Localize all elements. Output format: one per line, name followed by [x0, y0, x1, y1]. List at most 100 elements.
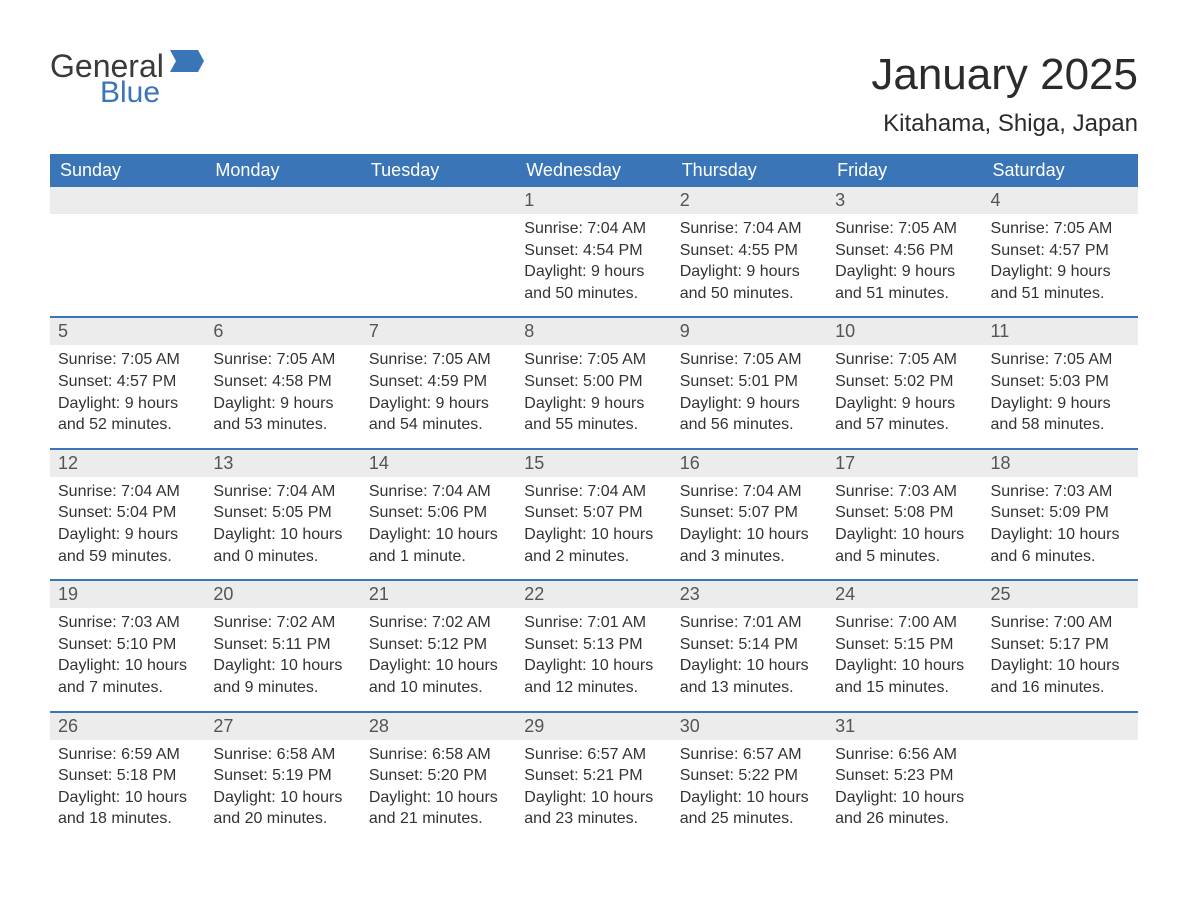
day-sunrise: Sunrise: 7:04 AM: [524, 481, 663, 503]
day-number: 30: [672, 713, 827, 740]
day-sunset: Sunset: 4:59 PM: [369, 371, 508, 393]
day-dl1: Daylight: 9 hours: [680, 393, 819, 415]
day-dl2: and 26 minutes.: [835, 808, 974, 830]
day-number: 31: [827, 713, 982, 740]
day-data: Sunrise: 6:57 AMSunset: 5:21 PMDaylight:…: [516, 740, 671, 842]
day-number: 5: [50, 318, 205, 345]
day-sunrise: Sunrise: 7:03 AM: [991, 481, 1130, 503]
day-number: 14: [361, 450, 516, 477]
day-dl1: Daylight: 10 hours: [524, 524, 663, 546]
day-sunrise: Sunrise: 7:03 AM: [835, 481, 974, 503]
day-sunset: Sunset: 4:56 PM: [835, 240, 974, 262]
day-number: [361, 187, 516, 214]
day-dl2: and 12 minutes.: [524, 677, 663, 699]
day-data: Sunrise: 7:04 AMSunset: 5:07 PMDaylight:…: [672, 477, 827, 579]
day-dl2: and 54 minutes.: [369, 414, 508, 436]
day-dl1: Daylight: 9 hours: [991, 261, 1130, 283]
day-dl1: Daylight: 10 hours: [524, 787, 663, 809]
day-dl2: and 13 minutes.: [680, 677, 819, 699]
day-number: 18: [983, 450, 1138, 477]
day-dl2: and 58 minutes.: [991, 414, 1130, 436]
day-sunset: Sunset: 5:19 PM: [213, 765, 352, 787]
day-number: 21: [361, 581, 516, 608]
calendar-cell: 29Sunrise: 6:57 AMSunset: 5:21 PMDayligh…: [516, 713, 671, 842]
day-dl1: Daylight: 10 hours: [58, 787, 197, 809]
day-dl2: and 51 minutes.: [991, 283, 1130, 305]
day-sunset: Sunset: 5:18 PM: [58, 765, 197, 787]
day-sunset: Sunset: 5:15 PM: [835, 634, 974, 656]
calendar-cell: 6Sunrise: 7:05 AMSunset: 4:58 PMDaylight…: [205, 318, 360, 447]
day-number: 7: [361, 318, 516, 345]
day-dl2: and 50 minutes.: [524, 283, 663, 305]
day-sunrise: Sunrise: 7:05 AM: [991, 218, 1130, 240]
day-sunset: Sunset: 4:54 PM: [524, 240, 663, 262]
day-sunset: Sunset: 5:23 PM: [835, 765, 974, 787]
calendar-cell: [50, 187, 205, 316]
day-dl1: Daylight: 9 hours: [680, 261, 819, 283]
day-number: 28: [361, 713, 516, 740]
calendar-week: 5Sunrise: 7:05 AMSunset: 4:57 PMDaylight…: [50, 316, 1138, 447]
day-sunrise: Sunrise: 7:04 AM: [58, 481, 197, 503]
day-data: Sunrise: 7:05 AMSunset: 4:56 PMDaylight:…: [827, 214, 982, 316]
calendar-cell: 28Sunrise: 6:58 AMSunset: 5:20 PMDayligh…: [361, 713, 516, 842]
day-dl2: and 9 minutes.: [213, 677, 352, 699]
calendar-cell: 31Sunrise: 6:56 AMSunset: 5:23 PMDayligh…: [827, 713, 982, 842]
weekday-header: Tuesday: [361, 154, 516, 187]
weekday-header: Monday: [205, 154, 360, 187]
day-dl1: Daylight: 9 hours: [524, 261, 663, 283]
day-dl2: and 1 minute.: [369, 546, 508, 568]
day-data: Sunrise: 7:05 AMSunset: 5:03 PMDaylight:…: [983, 345, 1138, 447]
calendar-cell: 20Sunrise: 7:02 AMSunset: 5:11 PMDayligh…: [205, 581, 360, 710]
calendar-cell: 11Sunrise: 7:05 AMSunset: 5:03 PMDayligh…: [983, 318, 1138, 447]
day-sunset: Sunset: 4:58 PM: [213, 371, 352, 393]
day-data: Sunrise: 7:00 AMSunset: 5:17 PMDaylight:…: [983, 608, 1138, 710]
day-number: [983, 713, 1138, 740]
day-sunset: Sunset: 5:14 PM: [680, 634, 819, 656]
day-sunset: Sunset: 5:20 PM: [369, 765, 508, 787]
day-number: 23: [672, 581, 827, 608]
day-data: Sunrise: 7:05 AMSunset: 4:59 PMDaylight:…: [361, 345, 516, 447]
day-dl2: and 59 minutes.: [58, 546, 197, 568]
day-dl2: and 56 minutes.: [680, 414, 819, 436]
day-dl2: and 16 minutes.: [991, 677, 1130, 699]
day-dl2: and 6 minutes.: [991, 546, 1130, 568]
day-dl1: Daylight: 10 hours: [680, 655, 819, 677]
day-dl1: Daylight: 10 hours: [213, 524, 352, 546]
day-data: Sunrise: 7:01 AMSunset: 5:14 PMDaylight:…: [672, 608, 827, 710]
calendar-cell: 30Sunrise: 6:57 AMSunset: 5:22 PMDayligh…: [672, 713, 827, 842]
day-sunrise: Sunrise: 7:05 AM: [369, 349, 508, 371]
day-number: 9: [672, 318, 827, 345]
day-number: 1: [516, 187, 671, 214]
day-number: 25: [983, 581, 1138, 608]
day-data: Sunrise: 7:04 AMSunset: 5:06 PMDaylight:…: [361, 477, 516, 579]
day-number: 4: [983, 187, 1138, 214]
calendar-cell: 16Sunrise: 7:04 AMSunset: 5:07 PMDayligh…: [672, 450, 827, 579]
calendar-cell: 17Sunrise: 7:03 AMSunset: 5:08 PMDayligh…: [827, 450, 982, 579]
day-sunrise: Sunrise: 7:04 AM: [524, 218, 663, 240]
calendar: SundayMondayTuesdayWednesdayThursdayFrid…: [50, 154, 1138, 842]
day-dl2: and 55 minutes.: [524, 414, 663, 436]
day-dl1: Daylight: 9 hours: [369, 393, 508, 415]
day-sunset: Sunset: 5:05 PM: [213, 502, 352, 524]
day-dl2: and 20 minutes.: [213, 808, 352, 830]
day-sunset: Sunset: 5:08 PM: [835, 502, 974, 524]
day-data: Sunrise: 7:05 AMSunset: 5:00 PMDaylight:…: [516, 345, 671, 447]
day-data: Sunrise: 7:04 AMSunset: 4:54 PMDaylight:…: [516, 214, 671, 316]
day-sunrise: Sunrise: 7:05 AM: [991, 349, 1130, 371]
day-dl2: and 23 minutes.: [524, 808, 663, 830]
calendar-cell: 14Sunrise: 7:04 AMSunset: 5:06 PMDayligh…: [361, 450, 516, 579]
day-data: Sunrise: 7:04 AMSunset: 4:55 PMDaylight:…: [672, 214, 827, 316]
location: Kitahama, Shiga, Japan: [871, 110, 1138, 138]
day-data: Sunrise: 7:00 AMSunset: 5:15 PMDaylight:…: [827, 608, 982, 710]
day-data: Sunrise: 7:01 AMSunset: 5:13 PMDaylight:…: [516, 608, 671, 710]
day-dl2: and 3 minutes.: [680, 546, 819, 568]
day-dl1: Daylight: 10 hours: [524, 655, 663, 677]
day-number: 16: [672, 450, 827, 477]
day-data: Sunrise: 7:05 AMSunset: 5:01 PMDaylight:…: [672, 345, 827, 447]
day-number: 17: [827, 450, 982, 477]
day-dl1: Daylight: 9 hours: [835, 393, 974, 415]
day-sunset: Sunset: 5:01 PM: [680, 371, 819, 393]
calendar-cell: 3Sunrise: 7:05 AMSunset: 4:56 PMDaylight…: [827, 187, 982, 316]
day-sunset: Sunset: 5:04 PM: [58, 502, 197, 524]
day-data: Sunrise: 7:02 AMSunset: 5:12 PMDaylight:…: [361, 608, 516, 710]
